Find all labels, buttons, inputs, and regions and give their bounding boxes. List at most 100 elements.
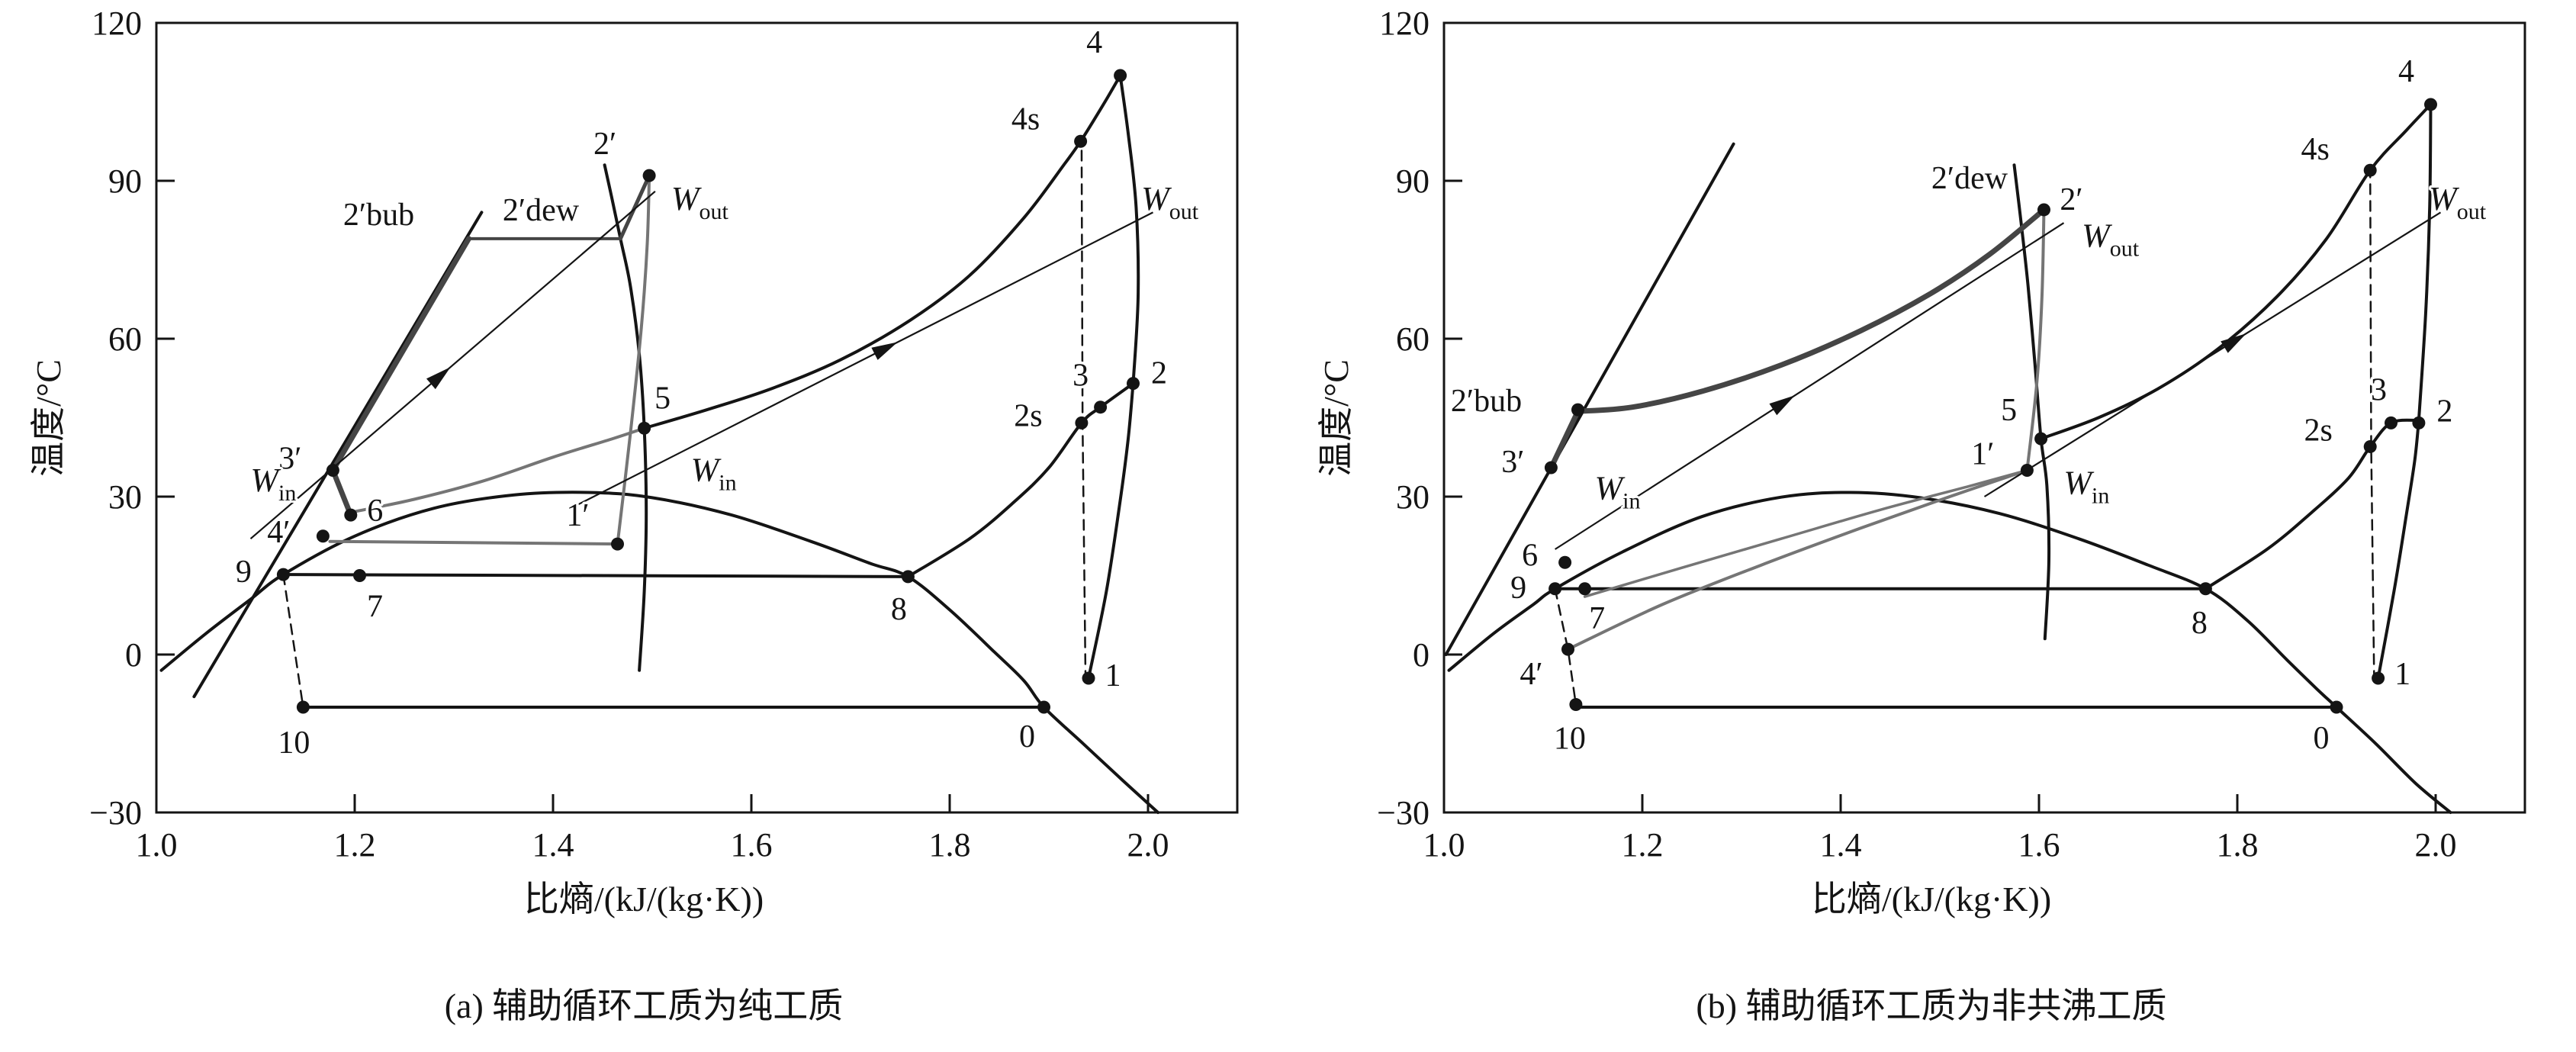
chart-b: 1.0 1.2 1.4 1.6 1.8 2.0 −30 0 30 60 90 120 0 1 2s 3 2 4s 4… [1288,0,2575,1052]
curves [1444,102,2452,814]
compression-2-4 [1118,74,1140,385]
saturation-dome [1447,491,2452,814]
state-dot-10 [296,700,310,714]
compression-2-4 [2417,102,2433,422]
work-label-out-3: Wout [2429,180,2487,224]
state-dot-4s [2363,163,2377,177]
x-tick-label: 1.0 [136,826,178,864]
y-tick-label: 120 [92,5,142,42]
x-tick-label: 1.8 [2217,826,2259,864]
y-tick-label: 120 [1379,5,1430,42]
compression-1-2 [2376,419,2420,680]
state-label-2′dew: 2′dew [1931,161,2008,196]
state-dot-0 [1037,700,1050,714]
isobar-top-5-4 [642,74,1122,430]
work-arrow-1 [1983,211,2442,497]
state-label-2s: 2s [2304,413,2333,448]
state-label-2′dew: 2′dew [503,193,580,228]
state-dot-1 [2372,671,2385,685]
state-dot-3 [1094,401,1108,414]
state-dot-2′ [642,169,656,182]
state-label-8: 8 [2192,606,2208,641]
state-label-2: 2 [1151,356,1167,391]
x-tick-label: 1.4 [532,826,574,864]
state-label-2′: 2′ [593,127,616,162]
state-points: 0 1 2s 3 2 4s 4 5 1′ 2′ 3′ 4′ 6 7 9 8 10 2′bub 2′dew [233,23,1169,764]
state-dot-4′ [1561,642,1574,656]
x-axis-label: 比熵/(kJ/(kg·K)) [523,880,764,918]
work-arrowhead-icon [2221,333,2246,353]
work-label-out-1: Wout [2082,217,2140,261]
y-axis-label: 温度/°C [29,359,68,477]
state-label-1: 1 [2394,657,2410,692]
state-label-3′: 3′ [278,442,301,477]
state-dot-3′ [326,464,339,477]
state-dot-8 [2198,582,2212,596]
state-label-8: 8 [891,592,907,627]
state-label-9: 9 [236,555,252,590]
x-tick-label: 1.0 [1423,826,1465,864]
work-label-in-2: Win [2063,465,2109,509]
state-label-4′: 4′ [267,515,290,550]
state-label-2′bub: 2′bub [1451,384,1522,419]
state-dot-2s [2363,439,2377,453]
chart-a-canvas: 1.0 1.2 1.4 1.6 1.8 2.0 −30 0 30 60 90 120 0 1 2s 3 2 4s 4… [89,5,1239,864]
condensation-main [281,573,910,578]
state-label-4: 4 [1086,25,1102,60]
aux-desuperheat [618,173,651,241]
chart-caption: (a) 辅助循环工质为纯工质 [444,986,844,1025]
state-label-7: 7 [367,590,383,625]
state-dot-4 [1114,69,1127,82]
state-dot-1′ [2020,464,2034,477]
work-arrow-0 [1555,222,2065,550]
aux-liquid-line [192,211,484,699]
state-dot-3′ [1544,461,1558,475]
state-label-2: 2 [2436,394,2452,429]
isobar-top-5-4 [2039,102,2433,441]
isentropic-reference [2369,169,2375,682]
work-arrowhead-icon [871,342,898,360]
x-tick-label: 1.2 [1622,826,1664,864]
y-tick-label: 30 [108,478,142,516]
state-dot-3 [2385,416,2398,429]
state-dot-2′ [2037,203,2050,217]
isentropic-reference [1080,137,1087,682]
state-dot-6 [1558,555,1572,569]
state-label-3: 3 [1073,359,1089,394]
state-dot-0 [2330,700,2343,714]
aux-subcool [1548,408,1581,471]
x-tick-label: 2.0 [1127,826,1169,864]
state-label-7: 7 [1589,601,1605,636]
state-dot-2s [1075,416,1089,429]
state-label-9: 9 [1510,571,1526,606]
aux-compression [2025,208,2046,472]
x-tick-label: 1.8 [929,826,971,864]
work-label-in-2: Win [691,451,737,495]
state-label-0: 0 [1019,719,1035,754]
state-label-4′: 4′ [1520,657,1542,692]
state-label-4: 4 [2398,54,2414,89]
aux-evaporation [328,539,619,546]
aux-evap-glide-b [1583,468,2029,598]
y-tick-label: 90 [108,162,142,200]
state-dot-4′ [316,529,330,543]
state-label-5: 5 [654,381,671,416]
state-label-1′: 1′ [1971,437,1994,472]
state-label-10: 10 [1554,722,1586,757]
aux-precool-6-5 [349,426,646,514]
x-tick-label: 2.0 [2415,826,2457,864]
y-axis-label: 温度/°C [1317,359,1356,477]
state-points: 0 1 2s 3 2 4s 4 51′ 2′ 2′dew 2′bub 3′ 69 7 4′ 10 8 [1448,51,2455,759]
state-label-1′: 1′ [566,498,589,533]
state-label-3: 3 [2371,372,2387,407]
state-label-10: 10 [278,725,310,761]
chart-b-canvas: 1.0 1.2 1.4 1.6 1.8 2.0 −30 0 30 60 90 120 0 1 2s 3 2 4s 4… [1377,5,2526,864]
y-tick-label: 60 [108,320,142,358]
state-dot-9 [276,568,290,581]
aux-dew-line [2012,163,2051,641]
state-label-3′: 3′ [1501,445,1524,480]
state-dot-2 [1127,377,1140,391]
state-label-1: 1 [1105,658,1121,693]
state-dot-1 [1082,671,1095,685]
